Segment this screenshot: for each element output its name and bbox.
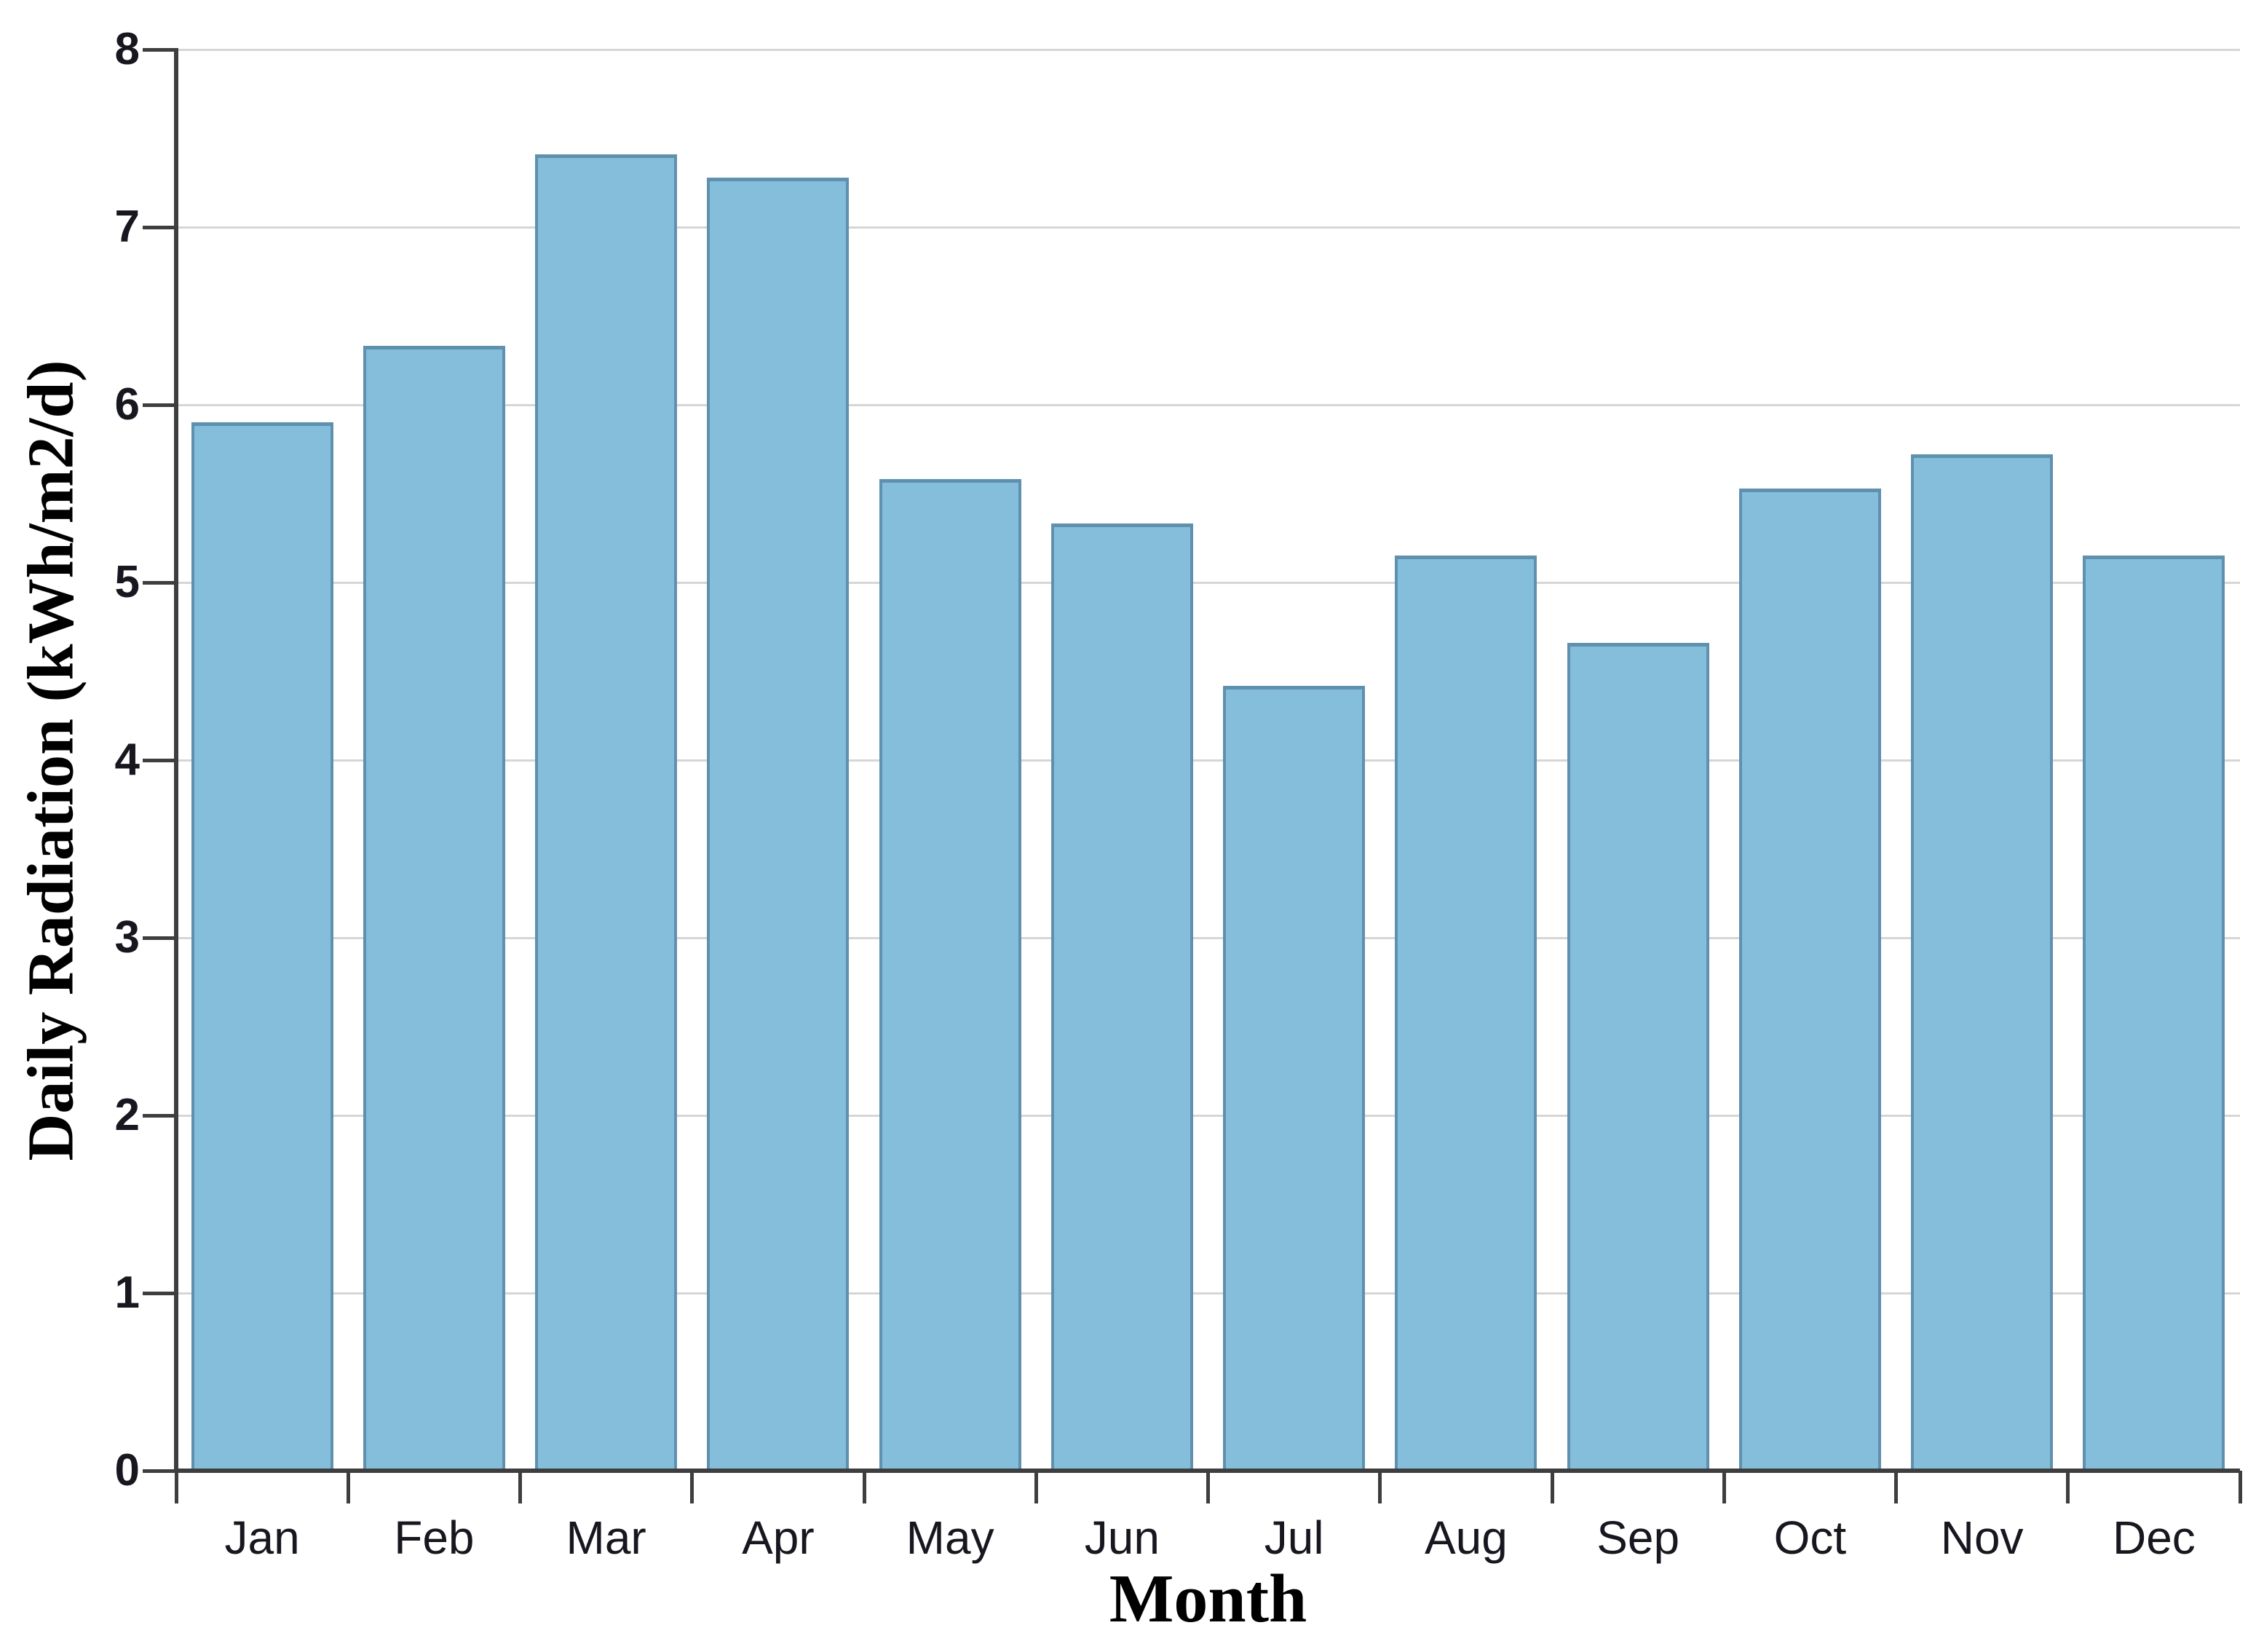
x-tick-boundary-1 [346, 1471, 350, 1503]
bars-layer [176, 50, 2240, 1471]
bar-nov [1911, 454, 2054, 1471]
x-tick-boundary-11 [2066, 1471, 2070, 1503]
x-tick-label-jun: Jun [1084, 1511, 1160, 1564]
y-tick-label-5: 5 [114, 557, 140, 607]
gridline-2 [176, 1114, 2240, 1117]
x-tick-label-aug: Aug [1424, 1511, 1508, 1564]
y-ticks-layer [143, 47, 2240, 1473]
x-tick-boundary-8 [1550, 1471, 1554, 1503]
plot-area: 0 1 2 3 4 5 6 7 8 Jan Feb Mar Apr May Jun Jul Aug Sep Oct… [115, 24, 2242, 1564]
y-tick-label-2: 2 [114, 1090, 140, 1140]
bar-mar [535, 154, 678, 1471]
y-tick-5 [143, 580, 175, 585]
bar-aug [1395, 556, 1537, 1471]
bar-may [879, 479, 1021, 1471]
x-tick-label-jul: Jul [1264, 1511, 1324, 1564]
x-tick-boundary-7 [1378, 1471, 1382, 1503]
y-tick-label-0: 0 [114, 1445, 140, 1495]
x-tick-boundary-9 [1722, 1471, 1726, 1503]
gridline-8 [176, 48, 2240, 51]
x-tick-boundary-5 [1034, 1471, 1038, 1503]
y-tick-label-8: 8 [114, 24, 140, 74]
y-tick-label-3: 3 [114, 912, 140, 963]
y-tick-6 [143, 403, 175, 407]
x-tick-boundary-6 [1206, 1471, 1210, 1503]
gridline-5 [176, 581, 2240, 584]
y-tick-label-6: 6 [114, 379, 140, 430]
x-tick-label-sep: Sep [1596, 1511, 1680, 1564]
bar-jul [1223, 685, 1366, 1471]
gridline-6 [176, 403, 2240, 406]
y-tick-1 [143, 1291, 175, 1295]
bar-dec [2083, 556, 2225, 1471]
x-tick-labels-layer: Jan Feb Mar Apr May Jun Jul Aug Sep Oct Nov Dec [176, 50, 2240, 1564]
x-tick-label-feb: Feb [394, 1511, 475, 1564]
x-tick-boundary-12 [2238, 1471, 2242, 1503]
gridline-1 [176, 1292, 2240, 1295]
gridline-7 [176, 226, 2240, 229]
bar-oct [1738, 488, 1881, 1471]
bar-sep [1567, 642, 1709, 1471]
y-tick-2 [143, 1113, 175, 1118]
y-axis-line [174, 48, 178, 1472]
x-tick-label-mar: Mar [566, 1511, 646, 1564]
gridline-4 [176, 759, 2240, 762]
x-tick-boundary-10 [1894, 1471, 1898, 1503]
y-tick-label-4: 4 [114, 735, 140, 785]
x-tick-boundary-0 [174, 1471, 178, 1503]
x-axis-title: Month [1109, 1561, 1307, 1637]
bar-jan [191, 422, 333, 1471]
gridlines-layer [176, 48, 2240, 1471]
y-tick-0 [143, 1469, 175, 1473]
y-tick-8 [143, 47, 175, 52]
x-tick-boundary-4 [862, 1471, 866, 1503]
y-tick-4 [143, 758, 175, 762]
bar-feb [363, 346, 505, 1471]
y-tick-label-1: 1 [114, 1268, 140, 1318]
x-ticks-layer [174, 50, 2242, 1503]
x-tick-label-apr: Apr [742, 1511, 815, 1564]
x-tick-boundary-3 [690, 1471, 694, 1503]
gridline-3 [176, 936, 2240, 939]
x-tick-label-nov: Nov [1940, 1511, 2024, 1564]
y-tick-labels-layer: 0 1 2 3 4 5 6 7 8 [115, 24, 2240, 1495]
x-tick-boundary-2 [518, 1471, 522, 1503]
bar-apr [707, 177, 850, 1471]
x-axis-line [174, 1469, 2240, 1473]
y-tick-label-7: 7 [114, 202, 140, 252]
y-tick-7 [143, 225, 175, 229]
x-tick-label-oct: Oct [1773, 1511, 1847, 1564]
x-tick-label-may: May [906, 1511, 994, 1564]
x-tick-label-dec: Dec [2112, 1511, 2196, 1564]
bar-jun [1050, 523, 1193, 1471]
y-tick-3 [143, 936, 175, 940]
x-tick-label-jan: Jan [224, 1511, 300, 1564]
